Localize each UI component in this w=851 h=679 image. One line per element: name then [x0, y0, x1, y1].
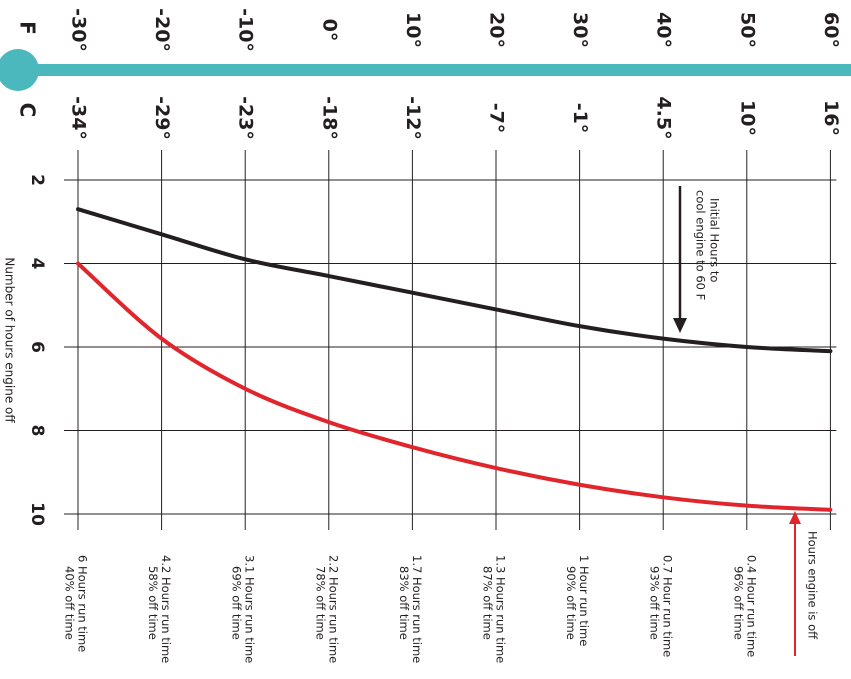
run-time-label: 0.4 Hour run time	[744, 555, 758, 657]
temperature-c-tick: -7°	[486, 103, 508, 134]
hours-axis-title: Number of hours engine off	[3, 257, 17, 423]
temperature-f-tick: -10°	[235, 8, 257, 52]
initial-hours-arrow-head	[673, 318, 687, 333]
initial-hours-annotation-line2: cool engine to 60 F	[694, 190, 708, 300]
run-time-label: 3.1 Hours run time	[243, 555, 257, 663]
temperature-c-tick: -29°	[151, 96, 173, 140]
temperature-f-tick: 0°	[318, 19, 340, 42]
run-time-label: 4.2 Hours run time	[159, 555, 173, 663]
thermometer-bar	[0, 49, 851, 91]
run-time-label: 1 Hour run time	[577, 555, 591, 646]
temperature-f-tick: 40°	[653, 12, 675, 48]
temperature-c-tick: -18°	[318, 96, 340, 140]
run-time-label: 6 Hours run time	[76, 555, 90, 652]
temperature-f-tick: 20°	[486, 12, 508, 48]
off-time-label: 83% off time	[397, 566, 411, 640]
hours-axis: 2 4 6 8 10 Number of hours engine off	[3, 174, 48, 526]
hours-tick: 2	[27, 174, 47, 186]
temperature-c-tick: 4.5°	[653, 96, 675, 139]
temperature-f-tick: -20°	[151, 8, 173, 52]
off-time-label: 58% off time	[146, 566, 160, 640]
temperature-c-tick: 10°	[736, 100, 758, 136]
temperature-ticks: F C -30° -34° -20° -29° -10° -23° 0° -18° 10° -12° 2…	[16, 8, 842, 140]
engine-off-hours-line	[76, 261, 833, 512]
initial-cooling-line	[76, 207, 833, 354]
engine-off-annotation: Hours engine is off	[806, 531, 820, 640]
hours-tick: 6	[27, 341, 47, 353]
off-time-label: 93% off time	[648, 566, 662, 640]
off-time-label: 96% off time	[731, 566, 745, 640]
temperature-f-tick: 30°	[569, 12, 591, 48]
temperature-f-tick: -30°	[68, 8, 90, 52]
thermometer-tube	[20, 64, 851, 76]
off-time-label: 40% off time	[63, 566, 77, 640]
run-time-label: 0.7 Hour run time	[661, 555, 675, 657]
temperature-f-tick: 10°	[402, 12, 424, 48]
hours-tick: 4	[27, 258, 47, 270]
temperature-c-tick: -12°	[402, 96, 424, 140]
series-lines	[76, 207, 833, 512]
temperature-c-tick: -34°	[68, 96, 90, 140]
off-time-label: 87% off time	[481, 566, 495, 640]
temperature-c-tick: 16°	[820, 100, 842, 136]
hours-tick: 8	[27, 425, 47, 437]
temperature-f-tick: 60°	[820, 12, 842, 48]
thermometer-bulb	[0, 49, 39, 91]
off-time-label: 69% off time	[230, 566, 244, 640]
grid	[64, 150, 837, 530]
run-time-label: 1.3 Hours run time	[494, 555, 508, 663]
temperature-f-tick: 50°	[736, 12, 758, 48]
off-time-label: 78% off time	[313, 566, 327, 640]
run-time-label: 1.7 Hours run time	[410, 555, 424, 663]
celsius-scale-label: C	[16, 103, 40, 118]
engine-off-arrow-head	[789, 511, 801, 524]
temperature-c-tick: -1°	[569, 103, 591, 134]
off-time-label: 90% off time	[564, 566, 578, 640]
temperature-c-tick: -23°	[235, 96, 257, 140]
initial-hours-annotation: Initial Hours to	[708, 198, 722, 282]
hours-tick: 10	[27, 502, 47, 526]
fahrenheit-scale-label: F	[16, 21, 40, 35]
run-time-label: 2.2 Hours run time	[326, 555, 340, 663]
